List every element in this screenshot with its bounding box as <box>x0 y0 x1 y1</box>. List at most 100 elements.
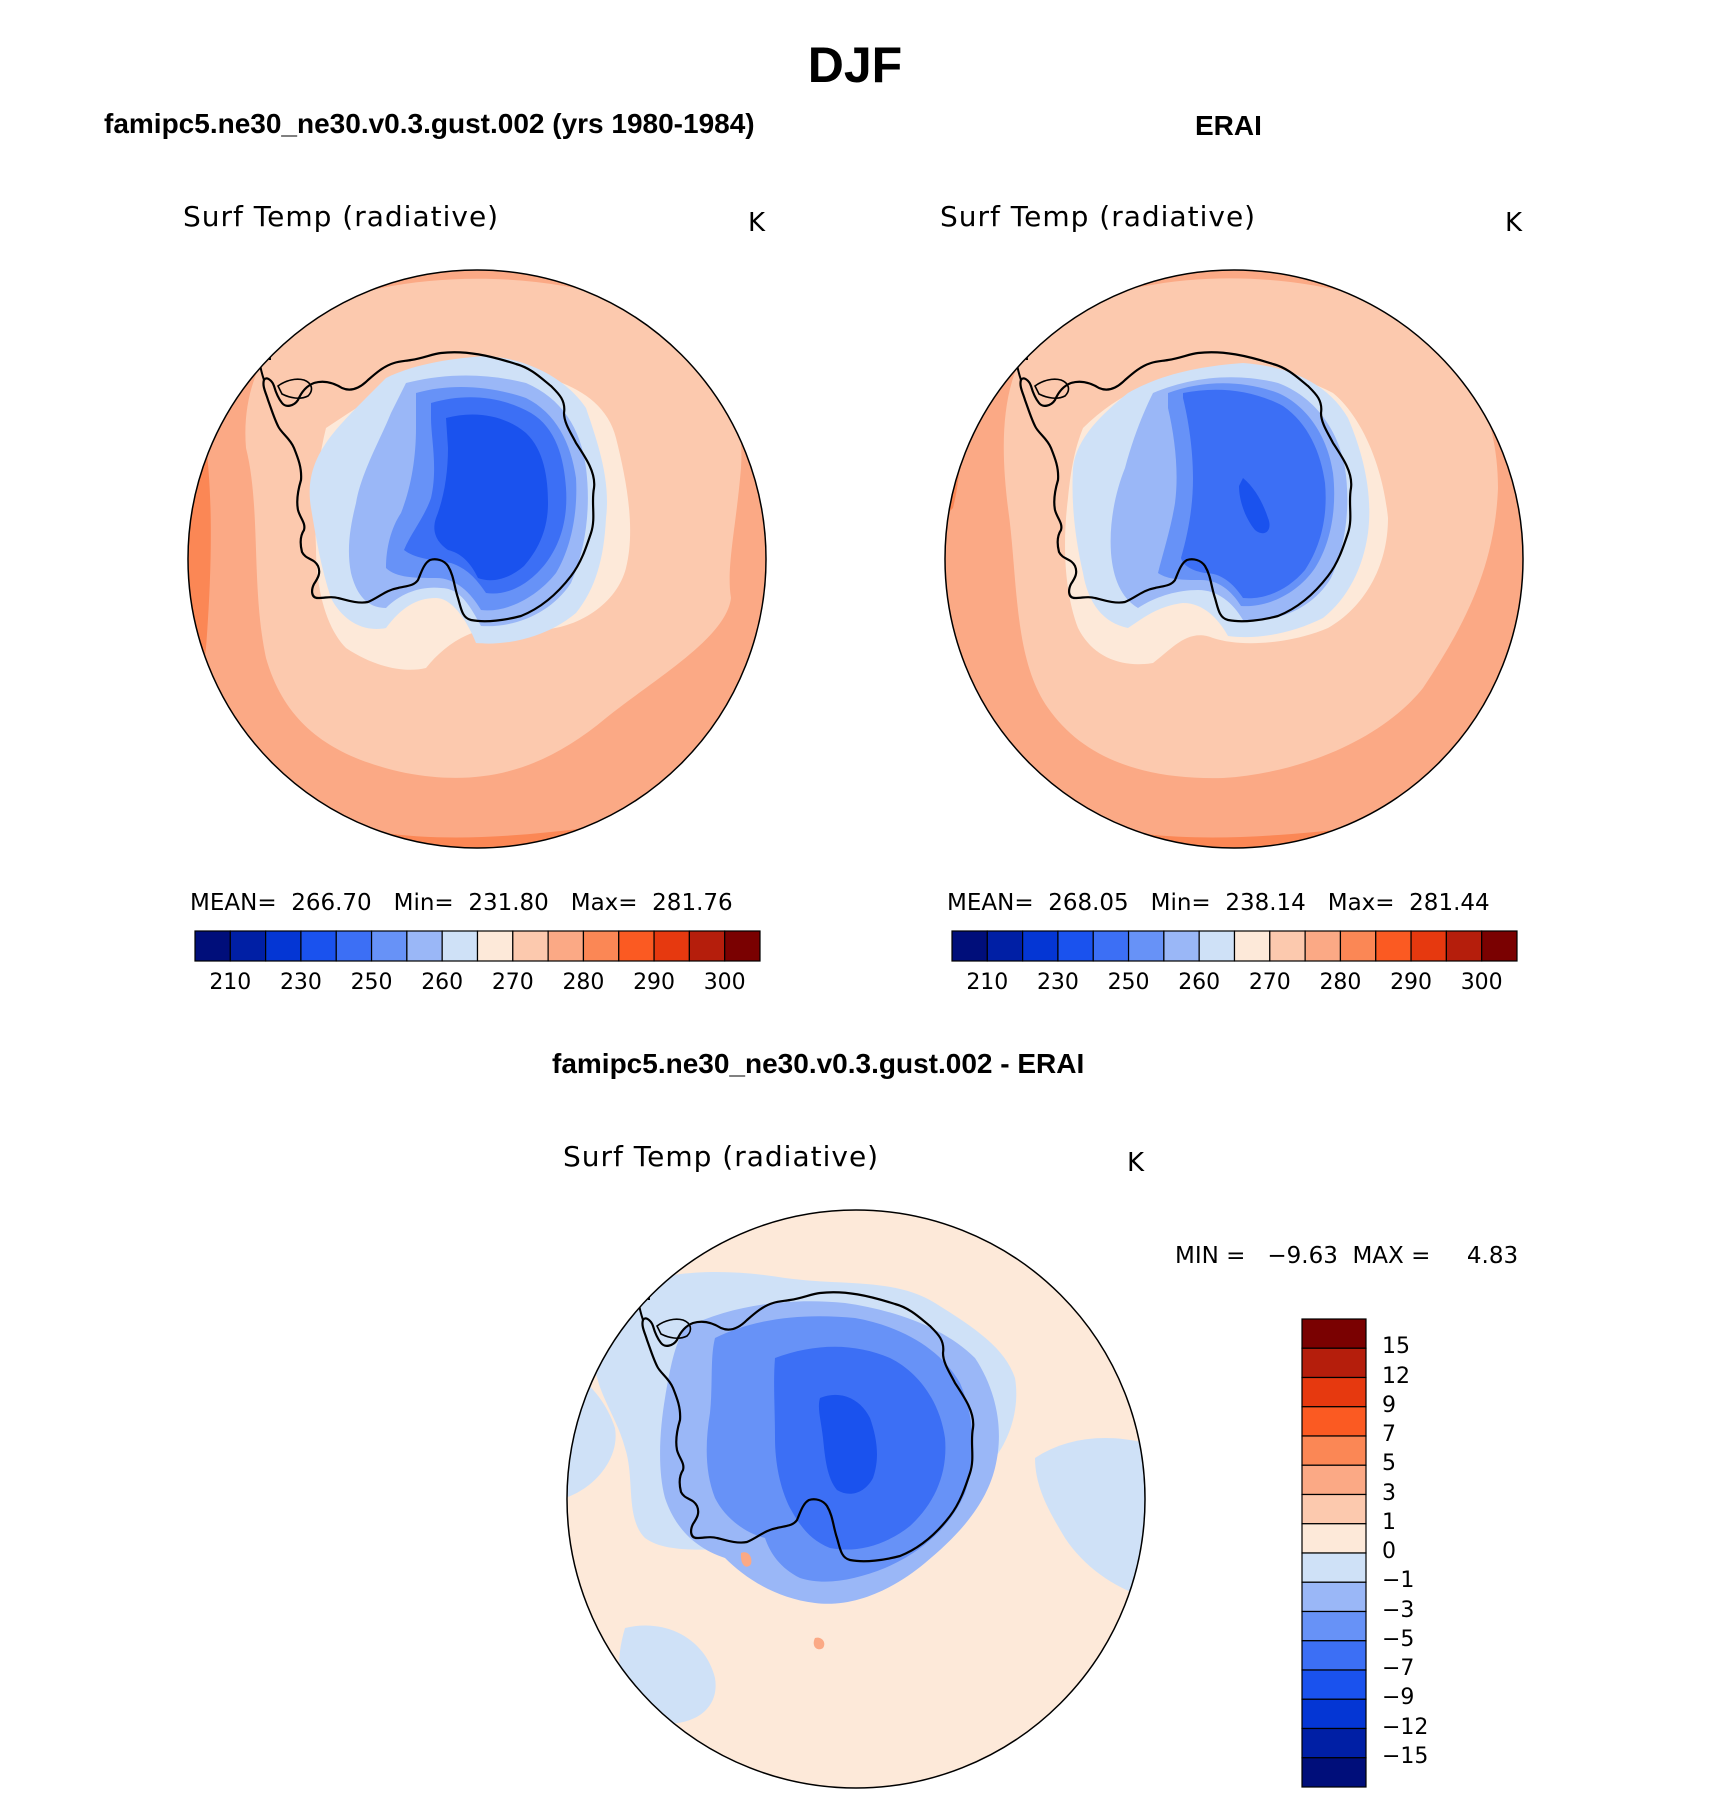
panel-2-colorbar-box <box>1269 930 1306 962</box>
panel-3-colorbar-box <box>1301 1757 1367 1788</box>
panel-1-polar-map <box>187 269 767 849</box>
panel-3-colorbar-box <box>1301 1669 1367 1700</box>
panel-1-colorbar-tick-label: 210 <box>209 970 252 995</box>
panel-2-colorbar-box <box>1233 930 1271 962</box>
panel-3-variable-label: Surf Temp (radiative) <box>563 1140 880 1173</box>
ice-sheet-core <box>434 414 548 581</box>
panel-1-colorbar-box <box>406 930 443 962</box>
panel-3-colorbar-box <box>1301 1464 1367 1496</box>
panel-3-colorbar-tick-label: −7 <box>1382 1656 1415 1681</box>
panel-2-stats: MEAN= 268.05 Min= 238.14 Max= 281.44 <box>947 890 1490 916</box>
panel-3-colorbar-box <box>1301 1698 1367 1730</box>
panel-3-colorbar-tick-label: −12 <box>1382 1714 1429 1740</box>
antarctica-coastline <box>1019 351 1353 623</box>
panel-2-colorbar-tick-label: 300 <box>1460 970 1503 995</box>
panel-3-colorbar-tick-label: 5 <box>1382 1451 1396 1477</box>
panel-1-title: famipc5.ne30_ne30.v0.3.gust.002 (yrs 198… <box>104 108 755 139</box>
panel-2-colorbar-tick-label: 260 <box>1178 970 1221 995</box>
panel-2-colorbar-tick-label: 210 <box>966 970 1009 995</box>
panel-2-variable-label: Surf Temp (radiative) <box>940 200 1257 233</box>
panel-2-colorbar-box <box>1198 930 1236 962</box>
warm-anomaly-spot-1 <box>740 1552 752 1567</box>
panel-1-variable-label: Surf Temp (radiative) <box>183 200 500 233</box>
panel-3-colorbar-tick-label: −5 <box>1382 1626 1415 1652</box>
panel-2-colorbar-box <box>1127 930 1165 962</box>
panel-2-colorbar-tick-label: 250 <box>1107 970 1150 995</box>
map-boundary <box>944 269 1524 849</box>
panel-1-colorbar-box <box>370 930 408 962</box>
panel-3-colorbar-tick-label: −15 <box>1382 1743 1429 1769</box>
panel-3-colorbar-box <box>1301 1552 1367 1583</box>
panel-2-title: ERAI <box>1195 110 1262 141</box>
panel-2-colorbar <box>951 930 1518 962</box>
panel-3-colorbar-box <box>1301 1347 1367 1379</box>
panel-3-colorbar-tick-label: −9 <box>1382 1685 1415 1711</box>
panel-2-colorbar-ticks: 210 230 250 260 270 280 290 300 <box>952 970 1517 1000</box>
panel-3-colorbar-tick-label: 15 <box>1382 1334 1410 1360</box>
western-warm-band <box>188 368 211 788</box>
panel-2-colorbar-box <box>1481 930 1518 962</box>
panel-1-colorbar-ticks: 210 230 250 260 270 280 290 300 <box>195 970 760 1000</box>
southern-warm-band <box>356 828 586 848</box>
panel-3-units-label: K <box>1127 1148 1145 1178</box>
panel-1-colorbar-box <box>653 930 690 962</box>
antarctica-coastline <box>641 1291 975 1563</box>
anomaly-core <box>818 1394 877 1494</box>
panel-2-colorbar-box <box>1163 930 1200 962</box>
panel-3-colorbar-box <box>1301 1376 1367 1408</box>
island-outline <box>655 1318 692 1339</box>
panel-1-colorbar-box <box>229 930 267 962</box>
southern-warm-band <box>1103 828 1353 848</box>
warm-anomaly-spot-2 <box>813 1637 825 1650</box>
panel-1-colorbar-box <box>476 930 514 962</box>
panel-2-colorbar-box <box>1057 930 1094 962</box>
panel-2-colorbar-box <box>1339 930 1377 962</box>
cool-ocean-patch-east <box>1035 1438 1145 1598</box>
panel-3-title: famipc5.ne30_ne30.v0.3.gust.002 - ERAI <box>552 1048 1085 1079</box>
panel-1-stats: MEAN= 266.70 Min= 231.80 Max= 281.76 <box>190 890 733 916</box>
panel-3-colorbar-tick-label: 3 <box>1382 1480 1396 1506</box>
panel-3-colorbar-tick-label: 1 <box>1382 1509 1396 1535</box>
antarctica-coastline <box>262 351 596 623</box>
panel-3-stats: MIN = −9.63 MAX = 4.83 <box>1175 1243 1519 1269</box>
panel-2-colorbar-box <box>1304 930 1342 962</box>
panel-3-colorbar-tick-label: 9 <box>1382 1392 1396 1418</box>
panel-3-colorbar-box <box>1301 1435 1367 1466</box>
panel-3-colorbar-box <box>1301 1640 1367 1671</box>
panel-1-colorbar-tick-label: 300 <box>703 970 746 995</box>
panel-3-colorbar-box <box>1301 1406 1367 1437</box>
panel-1-colorbar-tick-label: 260 <box>421 970 464 995</box>
panel-3-colorbar-box <box>1301 1493 1367 1525</box>
panel-3-colorbar-tick-label: −3 <box>1382 1597 1415 1623</box>
island-outline <box>276 378 313 399</box>
panel-2-colorbar-box <box>1410 930 1447 962</box>
panel-1-colorbar-tick-label: 280 <box>562 970 605 995</box>
figure-title: DJF <box>807 37 903 93</box>
panel-2-colorbar-box <box>1375 930 1412 962</box>
panel-2-polar-map <box>944 269 1524 849</box>
panel-3-colorbar-box <box>1301 1727 1367 1759</box>
panel-1-colorbar-box <box>688 930 726 962</box>
panel-3-colorbar-ticks: 15 12 9 7 5 3 1 0 −1 −3 −5 −7 −9 −12 −15 <box>1382 1318 1462 1788</box>
panel-1-colorbar-box <box>512 930 549 962</box>
panel-1-colorbar-tick-label: 230 <box>279 970 322 995</box>
panel-1-colorbar-box <box>441 930 479 962</box>
panel-1-units-label: K <box>748 208 766 238</box>
panel-1-colorbar-box <box>724 930 761 962</box>
panel-3-colorbar-box <box>1301 1523 1367 1554</box>
panel-1-colorbar-box <box>618 930 655 962</box>
map-boundary <box>566 1209 1146 1789</box>
panel-2-colorbar-tick-label: 230 <box>1036 970 1079 995</box>
panel-1-colorbar-box <box>335 930 373 962</box>
panel-3-colorbar-tick-label: 7 <box>1382 1422 1396 1447</box>
panel-3-colorbar <box>1301 1318 1367 1788</box>
panel-3-colorbar-tick-label: 12 <box>1382 1363 1410 1389</box>
panel-1-colorbar-box <box>265 930 302 962</box>
panel-1-colorbar-box <box>194 930 231 962</box>
ice-sheet-inner-pocket <box>1239 478 1270 534</box>
panel-3-colorbar-box <box>1301 1581 1367 1613</box>
panel-2-colorbar-box <box>951 930 988 962</box>
island-outline <box>1033 378 1070 399</box>
panel-2-colorbar-tick-label: 290 <box>1390 970 1433 995</box>
panel-2-colorbar-box <box>1445 930 1483 962</box>
